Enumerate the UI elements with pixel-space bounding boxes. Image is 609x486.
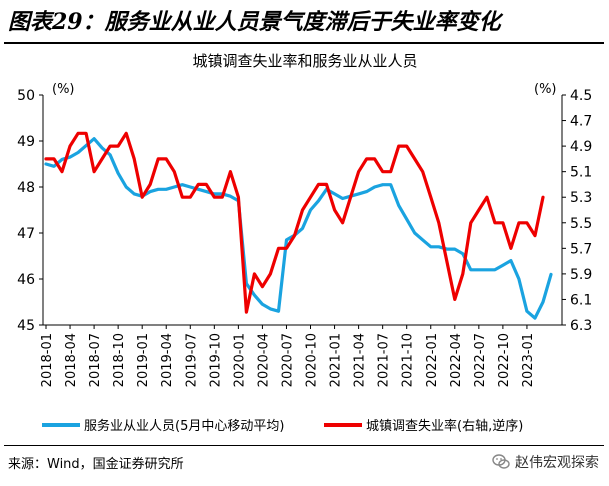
left-tick-label: 50 (17, 88, 35, 104)
x-tick-label: 2018-01 (40, 333, 55, 387)
x-tick-label: 2019-04 (160, 333, 175, 387)
x-tick-label: 2022-07 (473, 333, 488, 387)
legend-label-service: 服务业从业人员(5月中心移动平均) (84, 418, 284, 434)
source-divider (4, 445, 604, 446)
left-tick-label: 48 (17, 180, 35, 196)
x-tick-label: 2021-10 (401, 333, 416, 387)
x-tick-label: 2018-04 (64, 333, 79, 387)
left-tick-label: 46 (17, 272, 35, 288)
series-line-service-employment (44, 137, 553, 320)
x-tick-label: 2023-01 (521, 333, 536, 387)
right-tick-label: 6.3 (570, 318, 592, 334)
x-axis-ticks: 2018-01 2018-04 2018-07 2018-10 2019-01 2019-… (40, 325, 536, 387)
x-tick-label: 2018-10 (112, 333, 127, 387)
x-tick-label: 2019-01 (136, 333, 151, 387)
left-axis-unit: (%) (52, 82, 75, 97)
source-note: 来源：Wind，国金证券研究所 (8, 457, 184, 472)
right-tick-label: 5.9 (570, 267, 592, 283)
right-tick-label: 5.7 (570, 241, 592, 257)
watermark: 赵伟宏观探索 (492, 452, 599, 472)
left-tick-label: 47 (17, 226, 35, 242)
title-divider (4, 42, 604, 44)
wechat-icon (492, 454, 510, 469)
series-line-unemployment-rate (44, 131, 545, 314)
right-tick-label: 6.1 (570, 292, 592, 308)
legend-label-unemployment: 城镇调查失业率(右轴,逆序) (366, 418, 523, 434)
chart-title: 城镇调查失业率和服务业从业人员 (192, 52, 417, 70)
right-tick-label: 5.1 (570, 165, 592, 181)
x-tick-label: 2020-01 (232, 333, 247, 387)
legend: 服务业从业人员(5月中心移动平均) 城镇调查失业率(右轴,逆序) (42, 418, 523, 434)
x-tick-label: 2020-10 (305, 333, 320, 387)
chart-canvas: 城镇调查失业率和服务业从业人员 (%) (%) 45 46 47 48 49 50 4.5… (17, 52, 592, 434)
right-axis-unit: (%) (534, 82, 557, 97)
figure-title: 图表29：服务业从业人员景气度滞后于失业率变化 (8, 9, 501, 35)
x-tick-label: 2021-04 (353, 333, 368, 387)
left-tick-label: 49 (17, 134, 35, 150)
x-tick-label: 2020-07 (280, 333, 295, 387)
right-tick-label: 5.5 (570, 216, 592, 232)
right-tick-label: 5.3 (570, 190, 592, 206)
x-tick-label: 2018-07 (88, 333, 103, 387)
watermark-text: 赵伟宏观探索 (515, 455, 599, 471)
right-tick-label: 4.9 (570, 139, 592, 155)
x-tick-label: 2022-10 (497, 333, 512, 387)
x-tick-label: 2019-07 (184, 333, 199, 387)
series-layer (44, 131, 553, 320)
left-tick-label: 45 (17, 318, 35, 334)
x-tick-label: 2021-01 (329, 333, 344, 387)
x-tick-label: 2022-01 (425, 333, 440, 387)
x-tick-label: 2021-07 (377, 333, 392, 387)
x-tick-label: 2020-04 (256, 333, 271, 387)
x-tick-label: 2019-10 (208, 333, 223, 387)
right-axis-ticks: 4.5 4.7 4.9 5.1 5.3 5.5 5.7 5.9 6.1 6.3 (562, 88, 592, 334)
x-tick-label: 2022-04 (449, 333, 464, 387)
right-tick-label: 4.5 (570, 88, 592, 104)
right-tick-label: 4.7 (570, 114, 592, 130)
left-axis-ticks: 45 46 47 48 49 50 (17, 88, 43, 334)
